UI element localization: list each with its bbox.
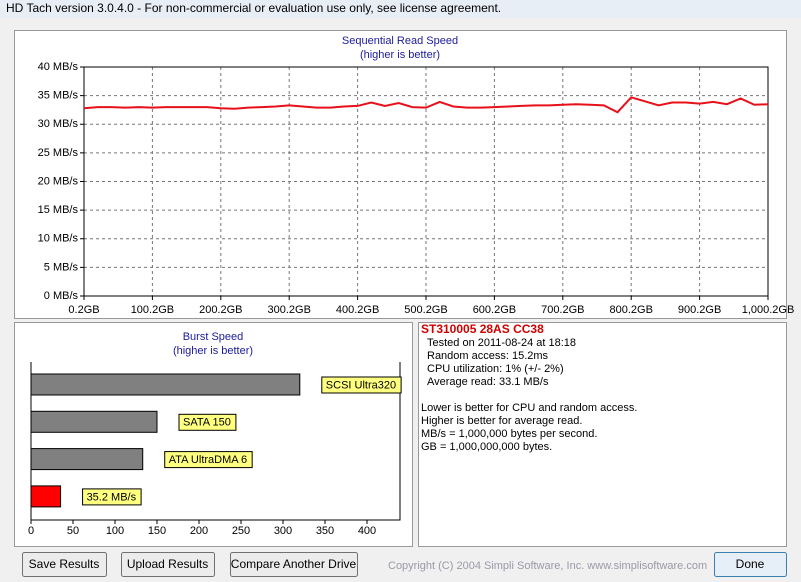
bar bbox=[30, 373, 301, 396]
button-face[interactable] bbox=[230, 552, 358, 577]
y-tick-label: 5 MB/s bbox=[44, 261, 79, 273]
button[interactable]: Done bbox=[714, 552, 787, 577]
x-tick-label: 800.2GB bbox=[609, 304, 652, 316]
title-bar bbox=[0, 0, 801, 18]
x-tick-label: 100.2GB bbox=[131, 304, 174, 316]
x-tick-label: 250 bbox=[232, 525, 250, 537]
window-title: HD Tach version 3.0.4.0 - For non-commer… bbox=[6, 1, 501, 15]
info-line: Tested on 2011-08-24 at 18:18 bbox=[427, 337, 576, 349]
info-line: Random access: 15.2ms bbox=[427, 350, 549, 362]
button-label[interactable]: Compare Another Drive bbox=[231, 557, 357, 571]
x-tick-label: 200 bbox=[190, 525, 208, 537]
info-note: Higher is better for average read. bbox=[421, 415, 582, 427]
read-line bbox=[83, 96, 769, 114]
button-label[interactable]: Upload Results bbox=[127, 557, 208, 571]
x-tick-label: 600.2GB bbox=[473, 304, 516, 316]
chart-title: Burst Speed bbox=[183, 331, 244, 343]
chart-subtitle: (higher is better) bbox=[360, 49, 440, 61]
button[interactable]: Compare Another Drive bbox=[230, 552, 358, 577]
chart-subtitle: (higher is better) bbox=[173, 345, 253, 357]
info-note: GB = 1,000,000,000 bytes. bbox=[421, 441, 552, 453]
x-tick-label: 400.2GB bbox=[336, 304, 379, 316]
y-tick-label: 0 MB/s bbox=[44, 290, 79, 302]
info-line: CPU utilization: 1% (+/- 2%) bbox=[427, 363, 564, 375]
bar-label: SCSI Ultra320 bbox=[326, 379, 396, 391]
button[interactable]: Save Results bbox=[22, 552, 107, 577]
copyright: Copyright (C) 2004 Simpli Software, Inc.… bbox=[388, 560, 707, 572]
button[interactable]: Upload Results bbox=[121, 552, 215, 577]
x-tick-label: 1,000.2GB bbox=[742, 304, 795, 316]
button-label[interactable]: Save Results bbox=[29, 557, 100, 571]
read-panel bbox=[14, 30, 787, 319]
y-tick-label: 15 MB/s bbox=[38, 204, 79, 216]
y-tick-label: 25 MB/s bbox=[38, 147, 79, 159]
x-tick-label: 50 bbox=[67, 525, 79, 537]
y-tick-label: 20 MB/s bbox=[38, 175, 79, 187]
x-tick-label: 0.2GB bbox=[68, 304, 99, 316]
plot-frame bbox=[83, 66, 769, 297]
y-tick-label: 30 MB/s bbox=[38, 118, 79, 130]
x-tick-label: 200.2GB bbox=[199, 304, 242, 316]
x-tick-label: 0 bbox=[28, 525, 34, 537]
y-tick-label: 35 MB/s bbox=[38, 90, 79, 102]
burst-panel bbox=[14, 322, 413, 547]
x-tick-label: 300 bbox=[274, 525, 292, 537]
x-tick-label: 400 bbox=[358, 525, 376, 537]
button-label[interactable]: Done bbox=[736, 557, 765, 571]
info-note: Lower is better for CPU and random acces… bbox=[421, 402, 637, 414]
bar bbox=[30, 410, 158, 433]
bar-label: 35.2 MB/s bbox=[87, 491, 137, 503]
x-tick-label: 500.2GB bbox=[404, 304, 447, 316]
x-tick-label: 900.2GB bbox=[678, 304, 721, 316]
y-tick-label: 10 MB/s bbox=[38, 233, 79, 245]
x-tick-label: 700.2GB bbox=[541, 304, 584, 316]
bar-label-box bbox=[178, 413, 237, 431]
chart-title: Sequential Read Speed bbox=[342, 35, 458, 47]
bar-label-box bbox=[82, 488, 142, 506]
button-face[interactable] bbox=[714, 552, 787, 577]
bar-label: SATA 150 bbox=[183, 417, 231, 429]
x-tick-label: 100 bbox=[106, 525, 124, 537]
button-face[interactable] bbox=[121, 552, 215, 577]
info-note: MB/s = 1,000,000 bytes per second. bbox=[421, 428, 597, 440]
drive-name: ST310005 28AS CC38 bbox=[421, 322, 544, 336]
info-line: Average read: 33.1 MB/s bbox=[427, 376, 549, 388]
x-tick-label: 300.2GB bbox=[267, 304, 310, 316]
bar-label-box bbox=[321, 376, 402, 394]
bar-label: ATA UltraDMA 6 bbox=[169, 454, 247, 466]
button-face[interactable] bbox=[22, 552, 107, 577]
bar-label-box bbox=[164, 451, 253, 469]
x-tick-label: 350 bbox=[316, 525, 334, 537]
info-panel bbox=[418, 322, 787, 547]
axis-frame bbox=[30, 362, 401, 521]
y-tick-label: 40 MB/s bbox=[38, 61, 79, 73]
x-tick-label: 150 bbox=[148, 525, 166, 537]
bar bbox=[30, 485, 62, 508]
bar bbox=[30, 448, 144, 471]
